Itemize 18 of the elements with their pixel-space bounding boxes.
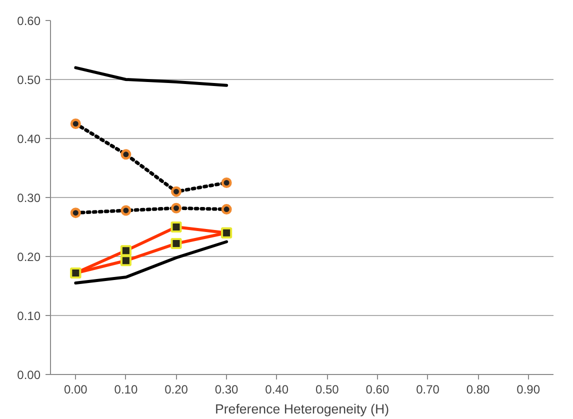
x-tick-label: 0.60: [366, 382, 390, 396]
x-axis-title: Preference Heterogeneity (H): [214, 402, 390, 416]
y-tick-label: 0.50: [17, 73, 41, 87]
x-tick-label: 0.40: [265, 382, 289, 396]
x-tick-label: 0.70: [416, 382, 440, 396]
y-tick-label: 0.60: [17, 14, 41, 28]
x-tick-label: 0.80: [466, 382, 490, 396]
x-tick-label: 0.30: [214, 382, 239, 396]
x-tick-label: 0.10: [114, 382, 138, 396]
y-tick-label: 0.30: [17, 191, 41, 205]
x-tick-label: 0.90: [516, 382, 540, 396]
x-tick-label: 0.50: [315, 382, 340, 396]
y-tick-label: 0.40: [17, 132, 41, 146]
y-tick-label: 0.10: [17, 309, 41, 323]
x-tick-label: 0.20: [164, 382, 188, 396]
y-tick-label: 0.00: [17, 368, 41, 382]
x-tick-label: 0.00: [64, 382, 88, 396]
y-tick-label: 0.20: [17, 250, 41, 264]
